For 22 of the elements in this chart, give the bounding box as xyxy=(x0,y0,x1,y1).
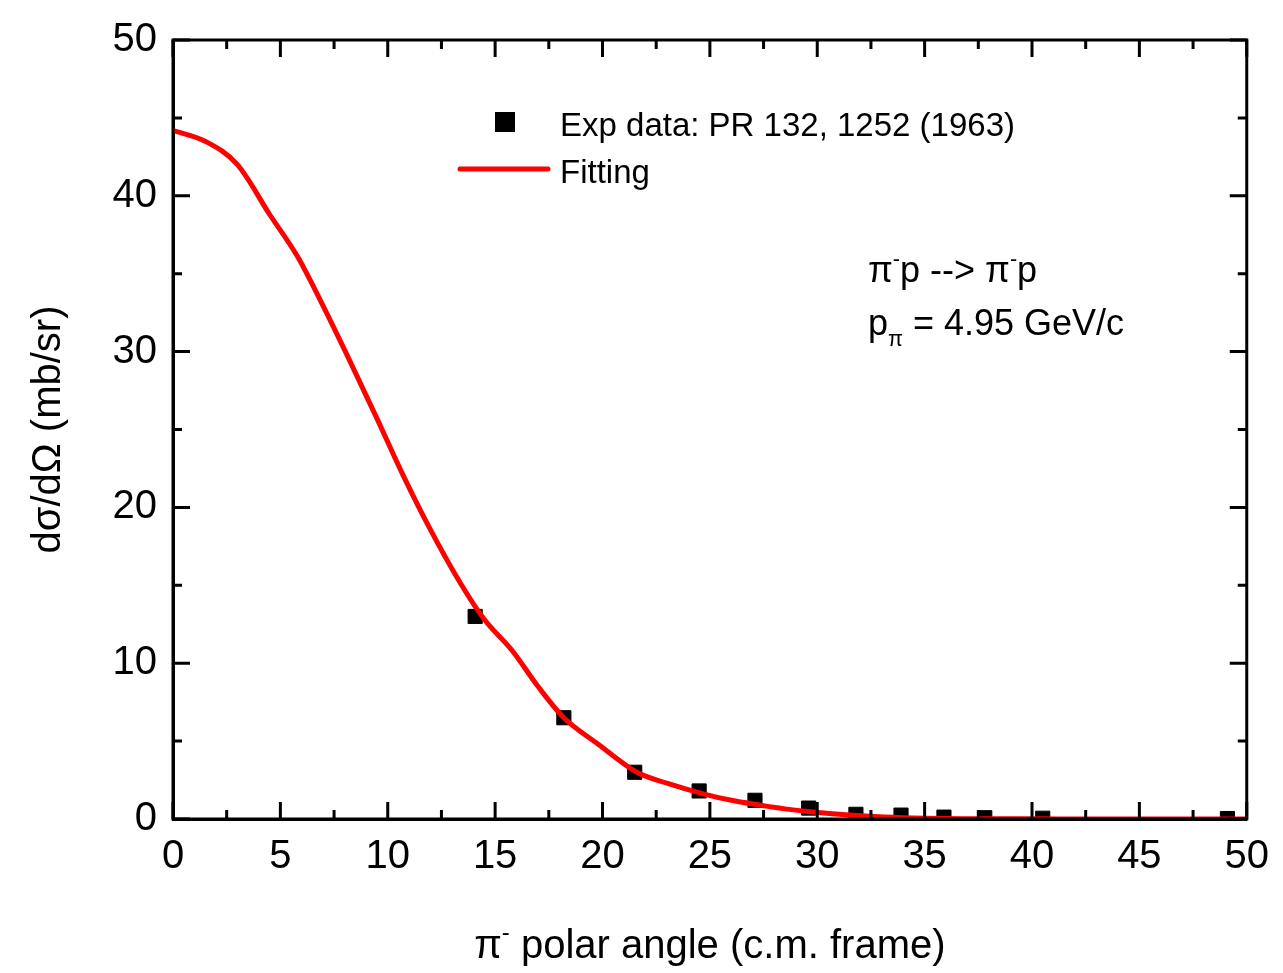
y-tick-label: 20 xyxy=(112,482,157,527)
x-tick-label: 25 xyxy=(687,832,733,877)
x-tick-label: 15 xyxy=(472,832,518,877)
y-tick-label: 10 xyxy=(112,638,157,683)
y-tick-label: 0 xyxy=(134,794,157,839)
y-tick-label: 40 xyxy=(112,170,157,215)
annotation: π-p --> π-p xyxy=(868,245,1038,290)
legend-label: Exp data: PR 132, 1252 (1963) xyxy=(560,106,1015,143)
x-axis-title: π- polar angle (c.m. frame) xyxy=(474,918,946,966)
y-tick-label: 30 xyxy=(112,326,157,371)
legend-label: Fitting xyxy=(560,153,650,190)
x-tick-label: 50 xyxy=(1224,832,1269,877)
x-tick-label: 10 xyxy=(365,832,410,877)
x-tick-label: 0 xyxy=(161,832,185,877)
x-tick-label: 20 xyxy=(580,832,625,877)
y-axis-title: dσ/dΩ (mb/sr) xyxy=(24,305,68,554)
x-tick-label: 30 xyxy=(795,832,840,877)
x-tick-label: 5 xyxy=(269,832,292,877)
y-tick-label: 50 xyxy=(112,15,157,60)
x-tick-label: 45 xyxy=(1117,832,1162,877)
x-tick-label: 35 xyxy=(902,832,947,877)
x-tick-label: 40 xyxy=(1009,832,1055,877)
